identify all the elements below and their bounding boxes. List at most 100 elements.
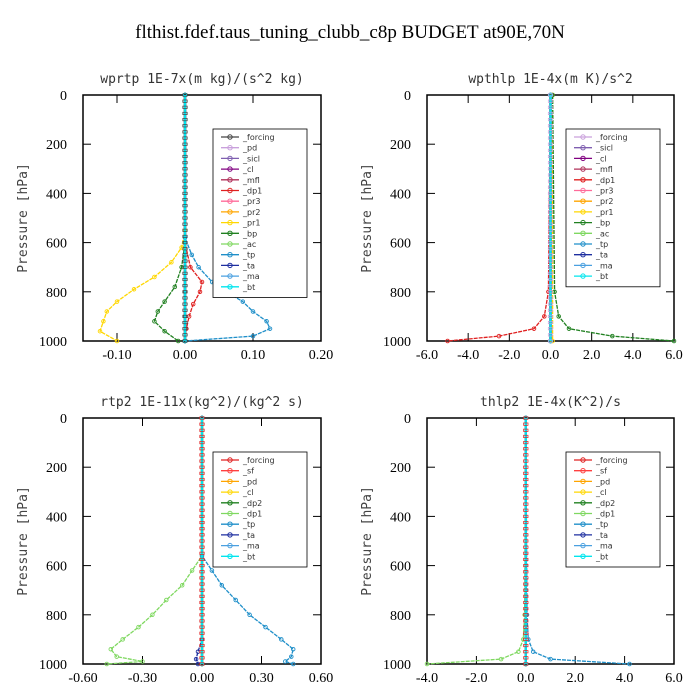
zero-marker	[523, 527, 529, 531]
zero-marker	[182, 161, 188, 165]
zero-marker	[547, 333, 554, 337]
x-tick-label: 6.0	[665, 348, 683, 363]
zero-marker	[547, 185, 554, 189]
zero-marker	[547, 222, 554, 226]
x-tick-label: 0.0	[517, 671, 535, 686]
legend-label: _pr1	[595, 208, 613, 217]
legend-label: _mfl	[242, 176, 260, 185]
legend-marker	[580, 500, 586, 506]
data-point	[136, 624, 141, 630]
data-point	[162, 328, 167, 334]
zero-marker	[199, 539, 205, 543]
zero-marker	[547, 247, 554, 251]
zero-marker	[547, 321, 554, 325]
zero-marker	[523, 594, 529, 598]
zero-marker	[182, 105, 188, 109]
x-tick-label: 4.0	[616, 671, 634, 686]
y-tick-label: 600	[46, 237, 67, 252]
zero-marker	[523, 607, 529, 611]
legend-marker	[227, 209, 233, 215]
y-tick-label: 0	[60, 412, 67, 427]
x-tick-label: -0.60	[68, 671, 97, 686]
data-point	[182, 338, 188, 344]
zero-marker	[547, 161, 554, 165]
y-tick-label: 800	[46, 286, 67, 301]
legend-label: _forcing	[595, 456, 628, 465]
legend-marker	[227, 262, 233, 269]
legend-marker	[580, 553, 586, 559]
zero-marker	[523, 447, 529, 451]
zero-marker	[547, 111, 554, 116]
zero-marker	[523, 643, 529, 648]
legend-marker	[580, 262, 586, 269]
data-point	[556, 314, 561, 319]
data-point	[104, 309, 110, 314]
data-point	[152, 274, 157, 280]
zero-marker	[547, 99, 554, 103]
zero-marker	[523, 619, 529, 623]
zero-marker	[523, 453, 529, 457]
zero-marker	[523, 582, 529, 586]
data-point	[193, 656, 199, 662]
zero-marker	[182, 228, 188, 232]
legend-marker	[580, 521, 586, 527]
zero-marker	[523, 557, 529, 562]
data-point	[114, 654, 119, 659]
legend-label: _forcing	[242, 456, 275, 465]
data-point	[101, 319, 106, 324]
y-tick-label: 0	[60, 89, 67, 104]
zero-marker	[182, 185, 188, 189]
y-tick-label: 1000	[383, 658, 411, 673]
series-line-tp	[201, 418, 294, 665]
data-point	[610, 333, 615, 339]
legend-label: _pr1	[242, 219, 260, 228]
legend-label: _ta	[595, 251, 608, 260]
zero-marker	[182, 222, 188, 226]
data-point	[263, 624, 268, 630]
series-line-tp	[525, 417, 630, 665]
zero-marker	[182, 253, 188, 257]
zero-marker	[182, 277, 188, 282]
zero-marker	[199, 477, 205, 482]
y-tick-label: 200	[390, 461, 411, 476]
zero-marker	[199, 643, 205, 648]
data-point	[283, 659, 288, 664]
zero-marker	[182, 234, 188, 239]
data-point	[199, 661, 205, 667]
data-point	[496, 333, 502, 339]
zero-marker	[199, 582, 205, 586]
zero-marker	[182, 93, 188, 97]
zero-marker	[182, 148, 188, 152]
legend-label: _pr3	[242, 197, 260, 206]
legend-label: _ma	[242, 542, 260, 551]
y-tick-label: 0	[404, 89, 411, 104]
zero-marker	[199, 447, 205, 451]
legend-label: _tp	[242, 251, 255, 260]
zero-marker	[199, 570, 205, 574]
data-point	[152, 319, 157, 324]
zero-marker	[547, 191, 554, 195]
zero-marker	[547, 314, 554, 318]
legend-marker	[580, 241, 586, 247]
zero-marker	[199, 600, 205, 605]
legend-marker	[227, 553, 233, 559]
zero-marker	[523, 656, 529, 660]
zero-marker	[182, 210, 188, 214]
zero-marker	[523, 502, 529, 506]
zero-marker	[547, 216, 554, 220]
zero-marker	[547, 241, 554, 245]
x-tick-label: 0.00	[173, 348, 198, 363]
zero-marker	[523, 570, 529, 574]
legend-marker	[227, 219, 233, 226]
zero-marker	[182, 265, 188, 269]
legend-label: _ta	[242, 531, 255, 540]
series-group	[445, 92, 677, 344]
zero-marker	[199, 471, 205, 475]
zero-marker	[523, 631, 529, 635]
legend-label: _bt	[242, 552, 255, 561]
zero-marker	[199, 434, 205, 439]
legend-marker	[227, 155, 233, 162]
data-point	[548, 92, 553, 98]
legend-marker	[227, 489, 233, 495]
legend: _forcing_pd_sicl_cl_mfl_dp1_pr3_pr2_pr1_…	[212, 128, 308, 298]
